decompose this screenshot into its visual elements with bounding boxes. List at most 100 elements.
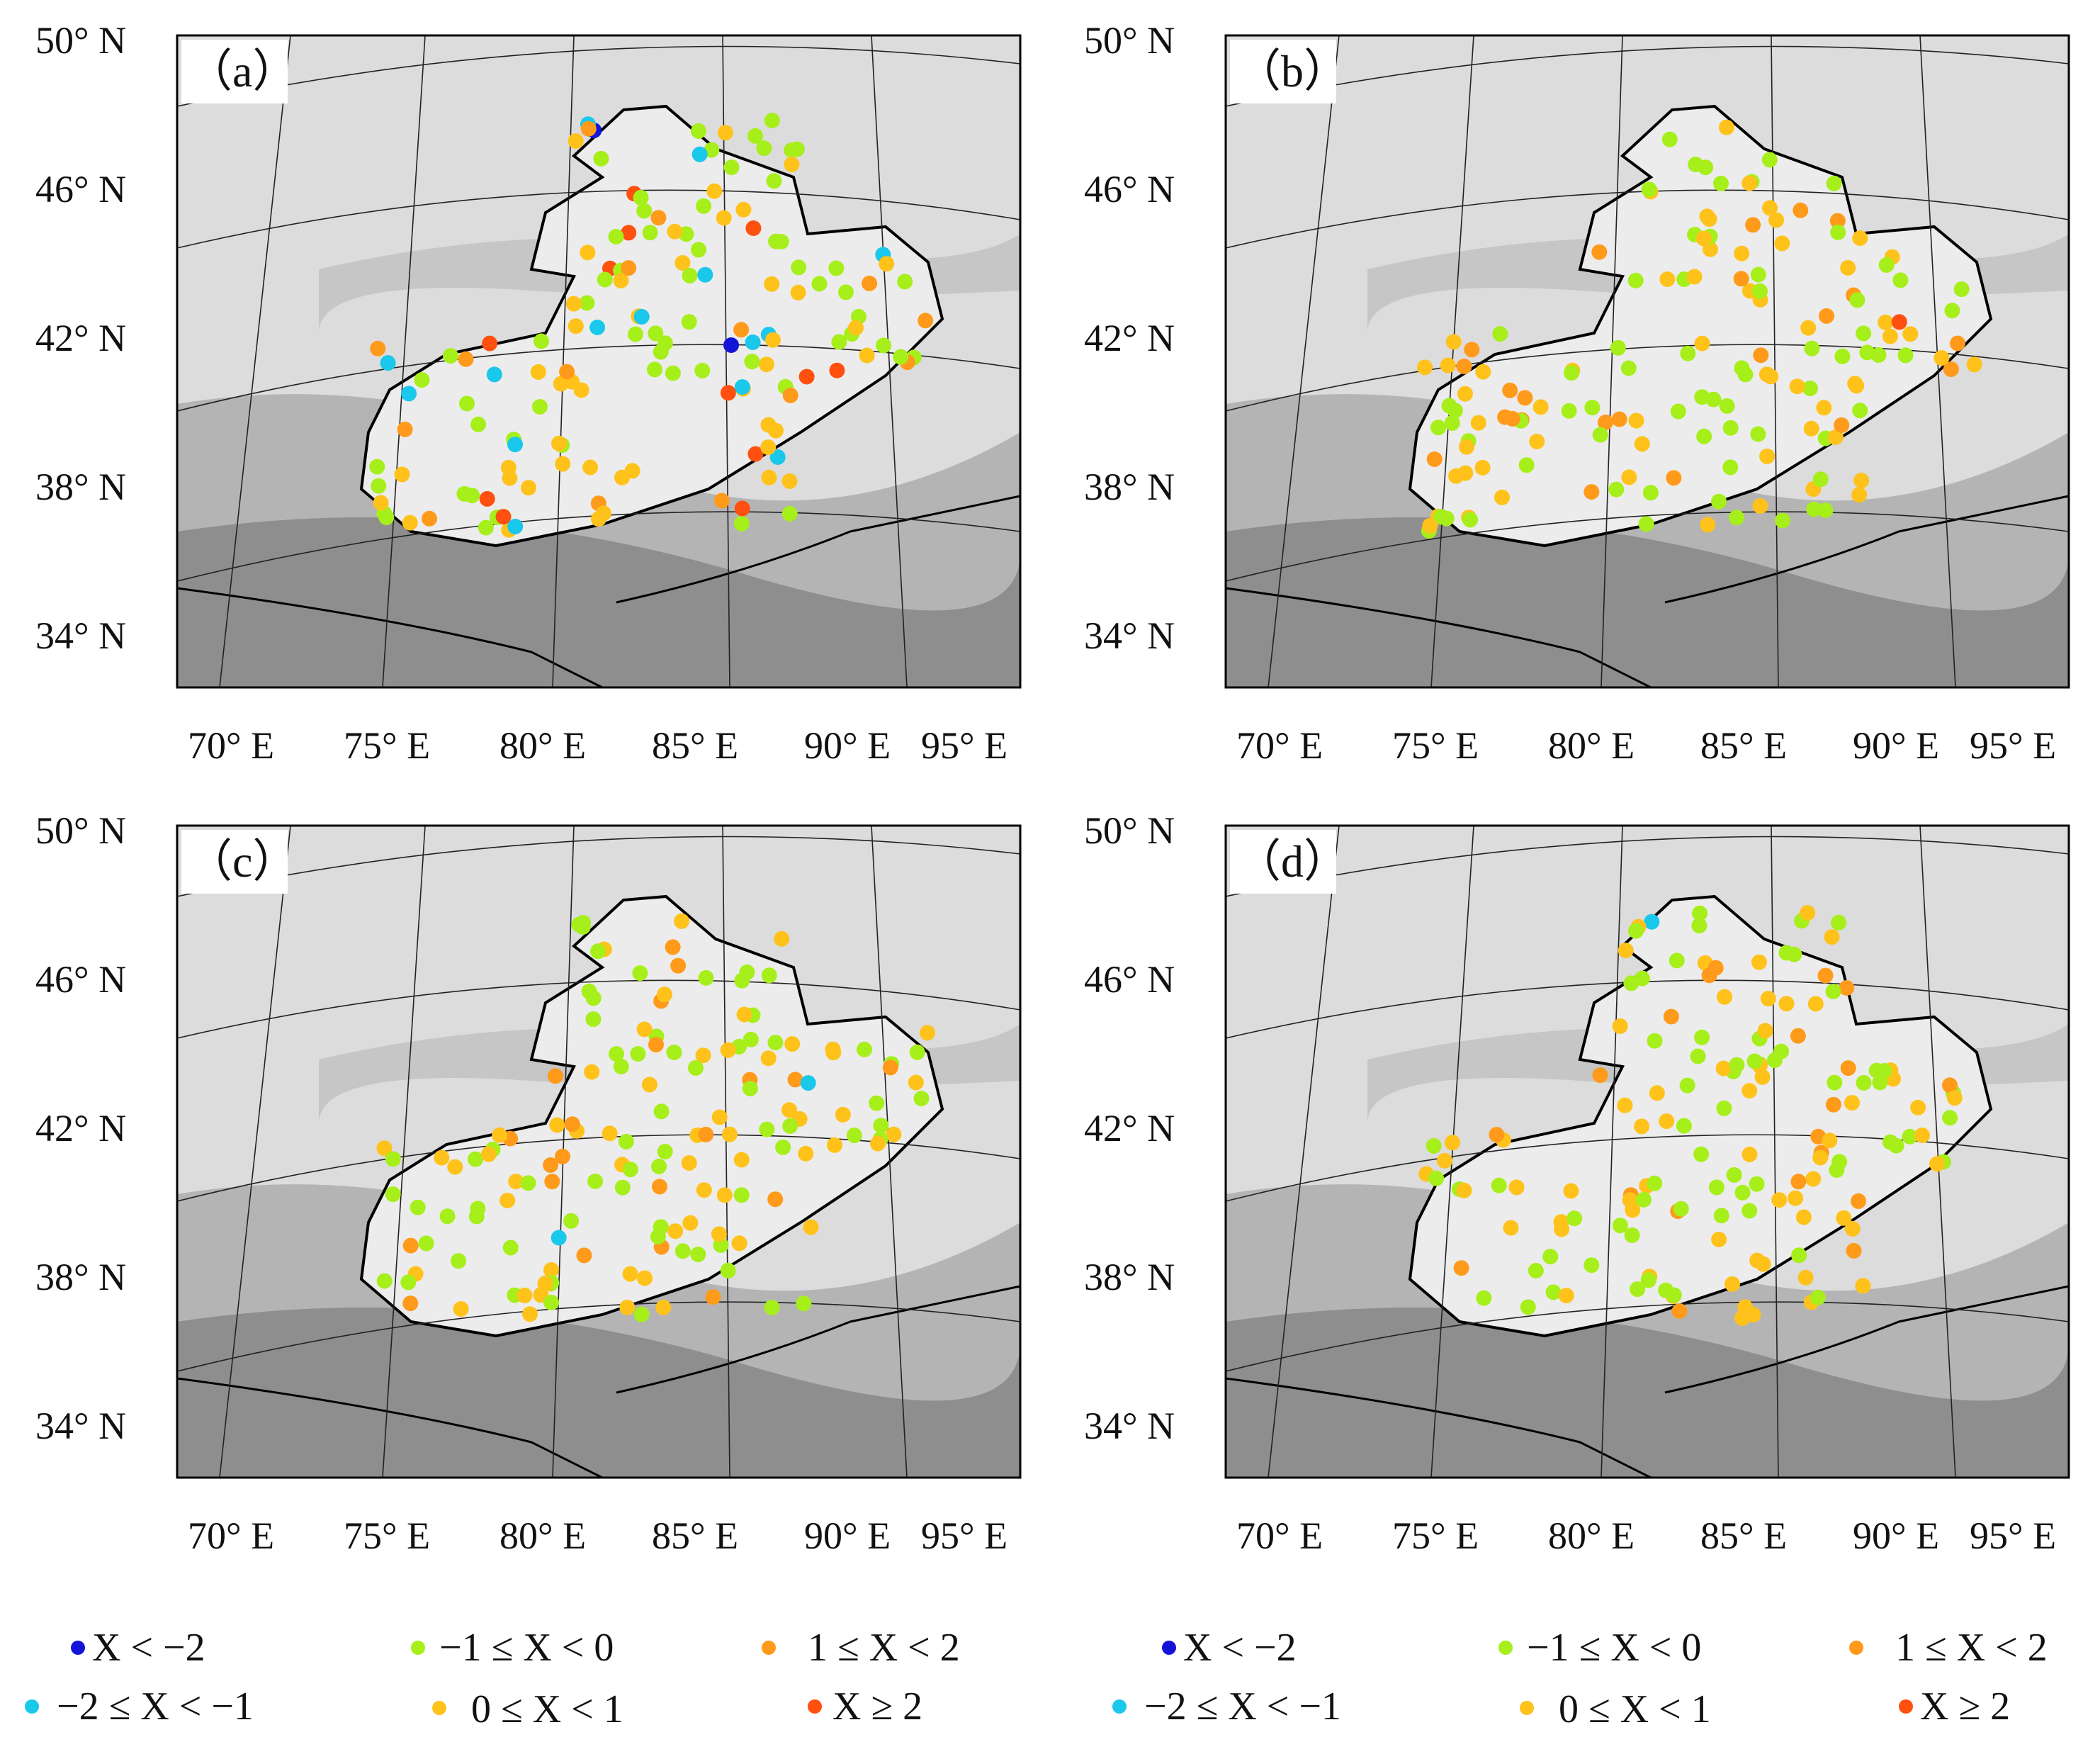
station-point <box>1584 1257 1599 1273</box>
station-point <box>585 1011 601 1027</box>
station-point <box>1882 1135 1898 1150</box>
station-point <box>1852 403 1868 418</box>
station-point <box>1554 1214 1569 1230</box>
lon-tick-label: 75° E <box>344 724 430 767</box>
station-point <box>767 1191 783 1207</box>
station-point <box>1695 336 1710 352</box>
station-point <box>1753 347 1768 363</box>
lon-tick-label: 95° E <box>1970 724 2056 767</box>
station-point <box>735 202 751 218</box>
station-point <box>739 965 755 980</box>
station-point <box>1711 1232 1727 1247</box>
station-point <box>1562 403 1577 419</box>
station-point <box>1635 971 1650 986</box>
station-point <box>1844 1095 1860 1111</box>
station-point <box>443 348 458 364</box>
station-point <box>385 1186 401 1202</box>
station-point <box>1751 955 1767 970</box>
station-point <box>1613 1218 1628 1233</box>
station-point <box>543 1157 558 1173</box>
station-point <box>625 463 640 478</box>
station-point <box>745 220 761 236</box>
station-point <box>721 385 736 400</box>
station-point <box>879 256 894 271</box>
station-point <box>522 1306 538 1322</box>
station-point <box>1672 1303 1688 1319</box>
station-point <box>1673 1201 1689 1217</box>
station-point <box>1564 365 1579 381</box>
station-point <box>699 970 714 986</box>
lat-tick-label: 42° N <box>35 1107 126 1149</box>
station-point <box>1610 340 1626 356</box>
station-point <box>577 1247 592 1263</box>
station-point <box>1641 1272 1656 1288</box>
station-point <box>403 1238 419 1254</box>
lon-tick-label: 95° E <box>921 724 1007 767</box>
station-point <box>765 332 781 348</box>
station-point <box>1680 1078 1695 1094</box>
station-point <box>1698 159 1713 175</box>
station-point <box>657 1144 673 1159</box>
station-point <box>1810 1290 1826 1305</box>
station-point <box>456 486 472 502</box>
station-point <box>1800 320 1816 336</box>
station-point <box>827 1137 842 1153</box>
station-point <box>1503 1220 1519 1236</box>
station-point <box>829 363 845 378</box>
station-point <box>551 436 567 451</box>
legend-swatch <box>25 1699 39 1714</box>
station-point <box>1593 427 1608 443</box>
station-point <box>1877 1063 1892 1079</box>
station-point <box>734 1187 750 1203</box>
station-point <box>1747 1054 1763 1069</box>
lon-tick-label: 95° E <box>1970 1514 2056 1557</box>
station-point <box>1437 1153 1452 1169</box>
station-point <box>1694 1030 1710 1045</box>
station-point <box>1841 1060 1856 1076</box>
lat-tick-label: 50° N <box>35 809 126 852</box>
station-point <box>458 352 474 367</box>
station-point <box>1934 350 1949 366</box>
station-point <box>1774 235 1790 251</box>
station-point <box>566 296 582 312</box>
station-point <box>667 1045 682 1060</box>
lat-tick-label: 34° N <box>1084 1405 1175 1447</box>
legend-label: 1 ≤ X < 2 <box>808 1626 960 1670</box>
station-point <box>434 1150 449 1166</box>
station-point <box>385 1151 401 1166</box>
station-point <box>1618 1098 1633 1113</box>
station-point <box>1819 308 1834 324</box>
station-point <box>876 337 891 353</box>
lon-tick-label: 75° E <box>1392 724 1479 767</box>
station-point <box>732 1235 747 1251</box>
station-point <box>593 151 609 167</box>
station-point <box>1829 1162 1844 1178</box>
station-point <box>459 396 475 412</box>
station-point <box>870 1136 886 1152</box>
station-point <box>682 1155 697 1171</box>
station-point <box>784 1036 800 1052</box>
legend-label: 1 ≤ X < 2 <box>1895 1626 2048 1670</box>
legend-label: X < −2 <box>92 1626 205 1670</box>
station-point <box>1497 410 1513 425</box>
station-point <box>402 515 418 531</box>
station-point <box>1509 1179 1525 1195</box>
station-point <box>487 366 502 382</box>
station-point <box>597 272 613 288</box>
station-point <box>1629 413 1644 429</box>
station-point <box>1642 181 1657 197</box>
station-point <box>470 417 486 432</box>
station-point <box>1836 1210 1851 1226</box>
station-point <box>1752 498 1768 514</box>
station-point <box>653 344 669 360</box>
station-point <box>1612 412 1627 427</box>
station-point <box>764 1300 780 1315</box>
legend-swatch <box>762 1641 776 1655</box>
station-point <box>1735 1185 1751 1201</box>
station-point <box>634 309 650 325</box>
station-point <box>910 1045 925 1060</box>
station-point <box>532 399 548 415</box>
station-point <box>1608 482 1624 497</box>
station-point <box>1559 1288 1574 1303</box>
station-point <box>691 242 706 257</box>
